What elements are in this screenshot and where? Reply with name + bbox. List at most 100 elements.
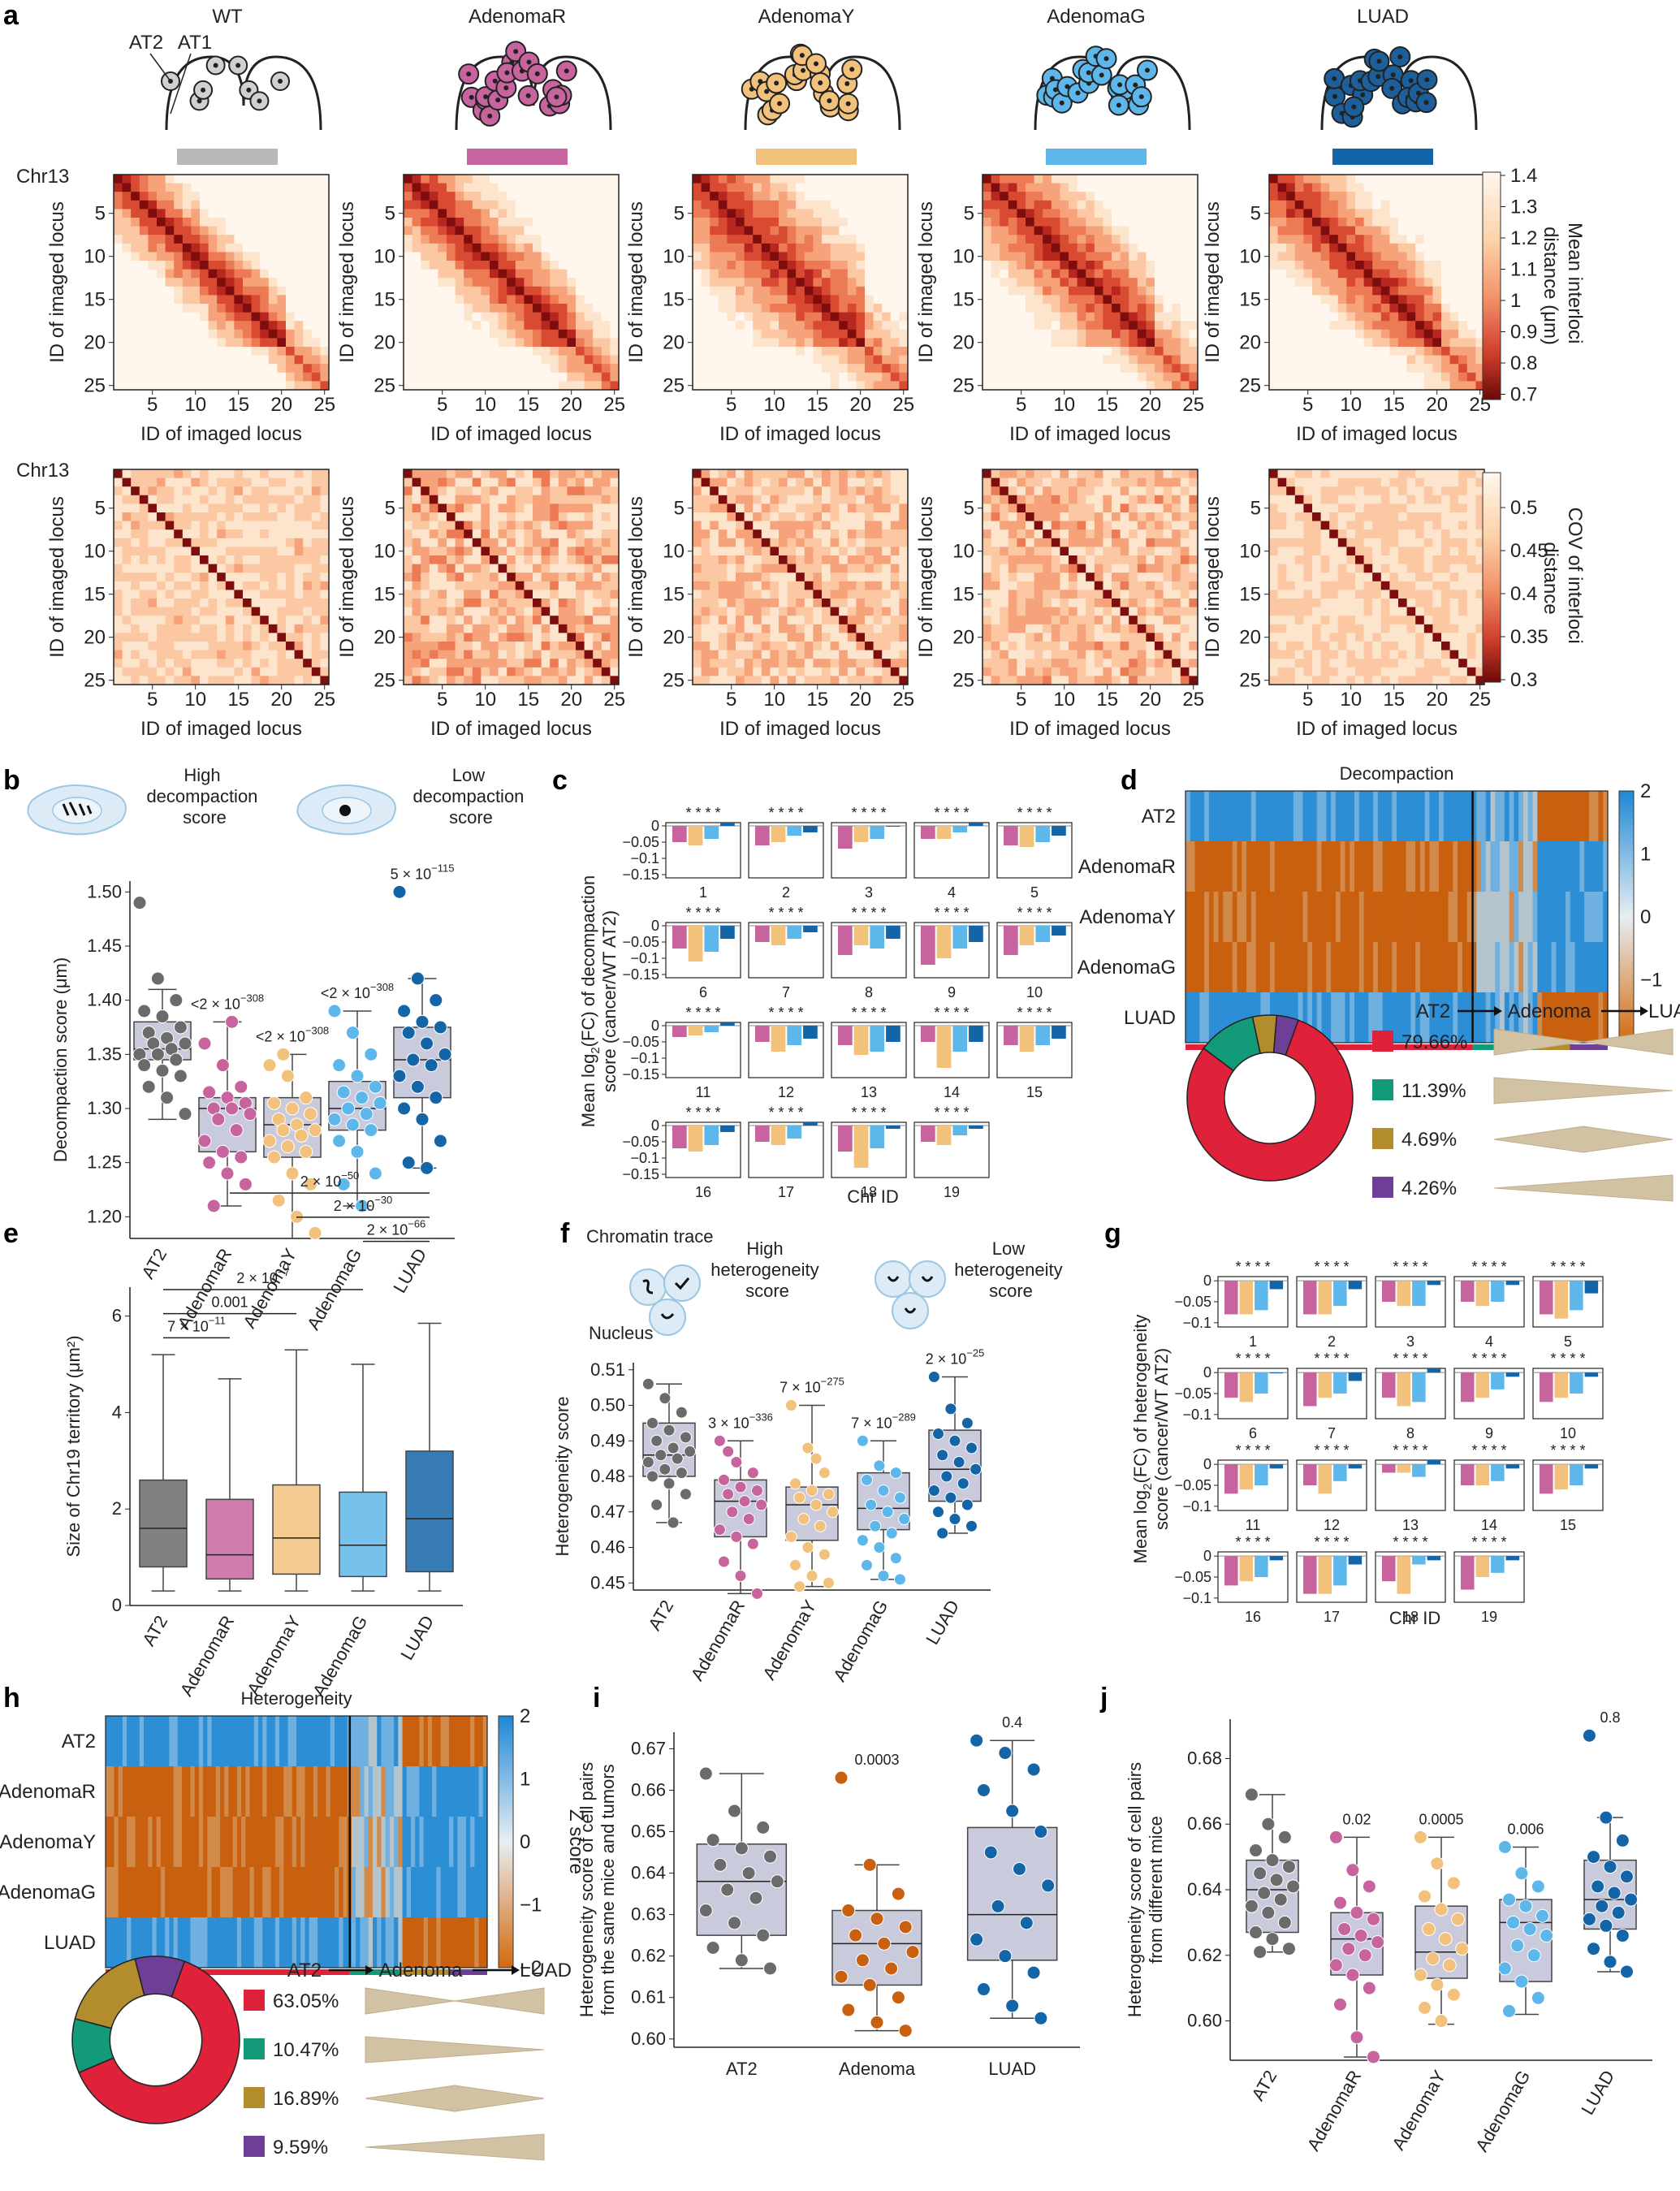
heatmap-cell — [787, 218, 797, 227]
heatmap-cell — [481, 667, 490, 676]
heatmap-cell — [191, 321, 201, 331]
heatmap-cell — [200, 261, 209, 270]
heatmap-cell — [268, 495, 278, 504]
heatmap-cell — [234, 659, 244, 668]
heatmap-cell — [804, 338, 814, 348]
heatmap-cell — [701, 321, 710, 331]
heatmap-cell — [200, 676, 209, 685]
heatmap-cell — [541, 355, 551, 365]
heatmap-cell — [701, 372, 710, 382]
heatmap-cell — [507, 252, 516, 261]
heatmap-cell — [787, 633, 797, 642]
heatmap-cell — [550, 209, 559, 218]
heatmap-cell — [251, 312, 261, 322]
heatmap-cell — [481, 269, 490, 279]
heatmap-cell — [813, 521, 823, 530]
heatmap-cell — [524, 286, 533, 296]
heatmap-cell — [533, 295, 542, 305]
heatmap-cell — [498, 304, 507, 313]
heatmap-cell — [148, 503, 158, 513]
heatmap-cell — [593, 218, 602, 227]
heatmap-cell — [744, 478, 754, 487]
heatmap-cell — [404, 564, 413, 573]
heatmap-cell — [1172, 235, 1181, 244]
heatmap-cell — [429, 581, 438, 590]
heatmap-cell — [524, 538, 533, 547]
heatmap-cell — [813, 381, 823, 391]
heatmap-cell — [847, 607, 857, 616]
heatmap-cell — [311, 295, 321, 305]
heatmap-cell — [165, 486, 175, 496]
heatmap-cell — [779, 381, 788, 391]
heatmap-cell — [114, 495, 123, 504]
heatmap-cell — [1017, 503, 1026, 513]
heatmap-cell — [114, 364, 123, 374]
heatmap-cell — [277, 659, 287, 668]
heatmap-cell — [157, 338, 166, 348]
heatmap-cell — [541, 633, 551, 642]
x-tick-label: 5 — [1016, 394, 1026, 416]
heatmap-cell — [1112, 209, 1121, 218]
heatmap-cell — [558, 372, 568, 382]
heatmap-cell — [1077, 200, 1086, 210]
heatmap-cell — [796, 286, 805, 296]
heatmap-cell — [260, 538, 270, 547]
heatmap-cell — [796, 355, 805, 365]
heatmap-cell — [412, 312, 421, 322]
heatmap-cell — [813, 486, 823, 496]
heatmap-cell — [1172, 261, 1181, 270]
heatmap-cell — [839, 329, 849, 339]
heatmap-cell — [286, 667, 296, 676]
heatmap-cell — [438, 573, 447, 582]
heatmap-cell — [727, 261, 736, 270]
heatmap-cell — [217, 590, 227, 599]
heatmap-cell — [761, 503, 771, 513]
heatmap-cell — [481, 486, 490, 496]
heatmap-cell — [1137, 338, 1147, 348]
heatmap-cell — [429, 624, 438, 633]
heatmap-cell — [744, 616, 754, 625]
heatmap-cell — [421, 192, 430, 201]
heatmap-cell — [744, 304, 754, 313]
heatmap-cell — [558, 581, 568, 590]
heatmap-cell — [429, 355, 438, 365]
heatmap-cell — [165, 555, 175, 565]
heatmap-cell — [873, 538, 883, 547]
heatmap-cell — [464, 659, 473, 668]
heatmap-cell — [1026, 200, 1035, 210]
heatmap-cell — [225, 676, 235, 685]
heatmap-cell — [260, 555, 270, 565]
heatmap-cell — [174, 624, 184, 633]
heatmap-cell — [260, 642, 270, 651]
heatmap-cell — [277, 573, 287, 582]
heatmap-cell — [182, 261, 192, 270]
heatmap-cell — [139, 261, 149, 270]
heatmap-cell — [1129, 538, 1138, 547]
heatmap-cell — [268, 243, 278, 253]
heatmap-cell — [779, 312, 788, 322]
heatmap-cell — [260, 512, 270, 522]
heatmap-cell — [550, 286, 559, 296]
heatmap-cell — [693, 295, 702, 305]
heatmap-cell — [200, 269, 209, 279]
heatmap-cell — [701, 269, 710, 279]
heatmap-cell — [865, 616, 875, 625]
cell-nucleus — [487, 113, 493, 119]
heatmap-cell — [830, 278, 840, 287]
heatmap-cell — [182, 381, 192, 391]
heatmap-cell — [524, 564, 533, 573]
heatmap-cell — [139, 243, 149, 253]
heatmap-cell — [899, 633, 909, 642]
heatmap-cell — [567, 599, 577, 608]
heatmap-cell — [576, 599, 585, 608]
heatmap-cell — [558, 235, 568, 244]
heatmap-cell — [148, 200, 158, 210]
heatmap-cell — [311, 243, 321, 253]
heatmap-cell — [1000, 338, 1009, 348]
heatmap-cell — [1094, 381, 1103, 391]
heatmap-cell — [796, 633, 805, 642]
heatmap-cell — [899, 218, 909, 227]
heatmap-cell — [524, 200, 533, 210]
heatmap-cell — [277, 538, 287, 547]
heatmap-cell — [455, 226, 464, 236]
